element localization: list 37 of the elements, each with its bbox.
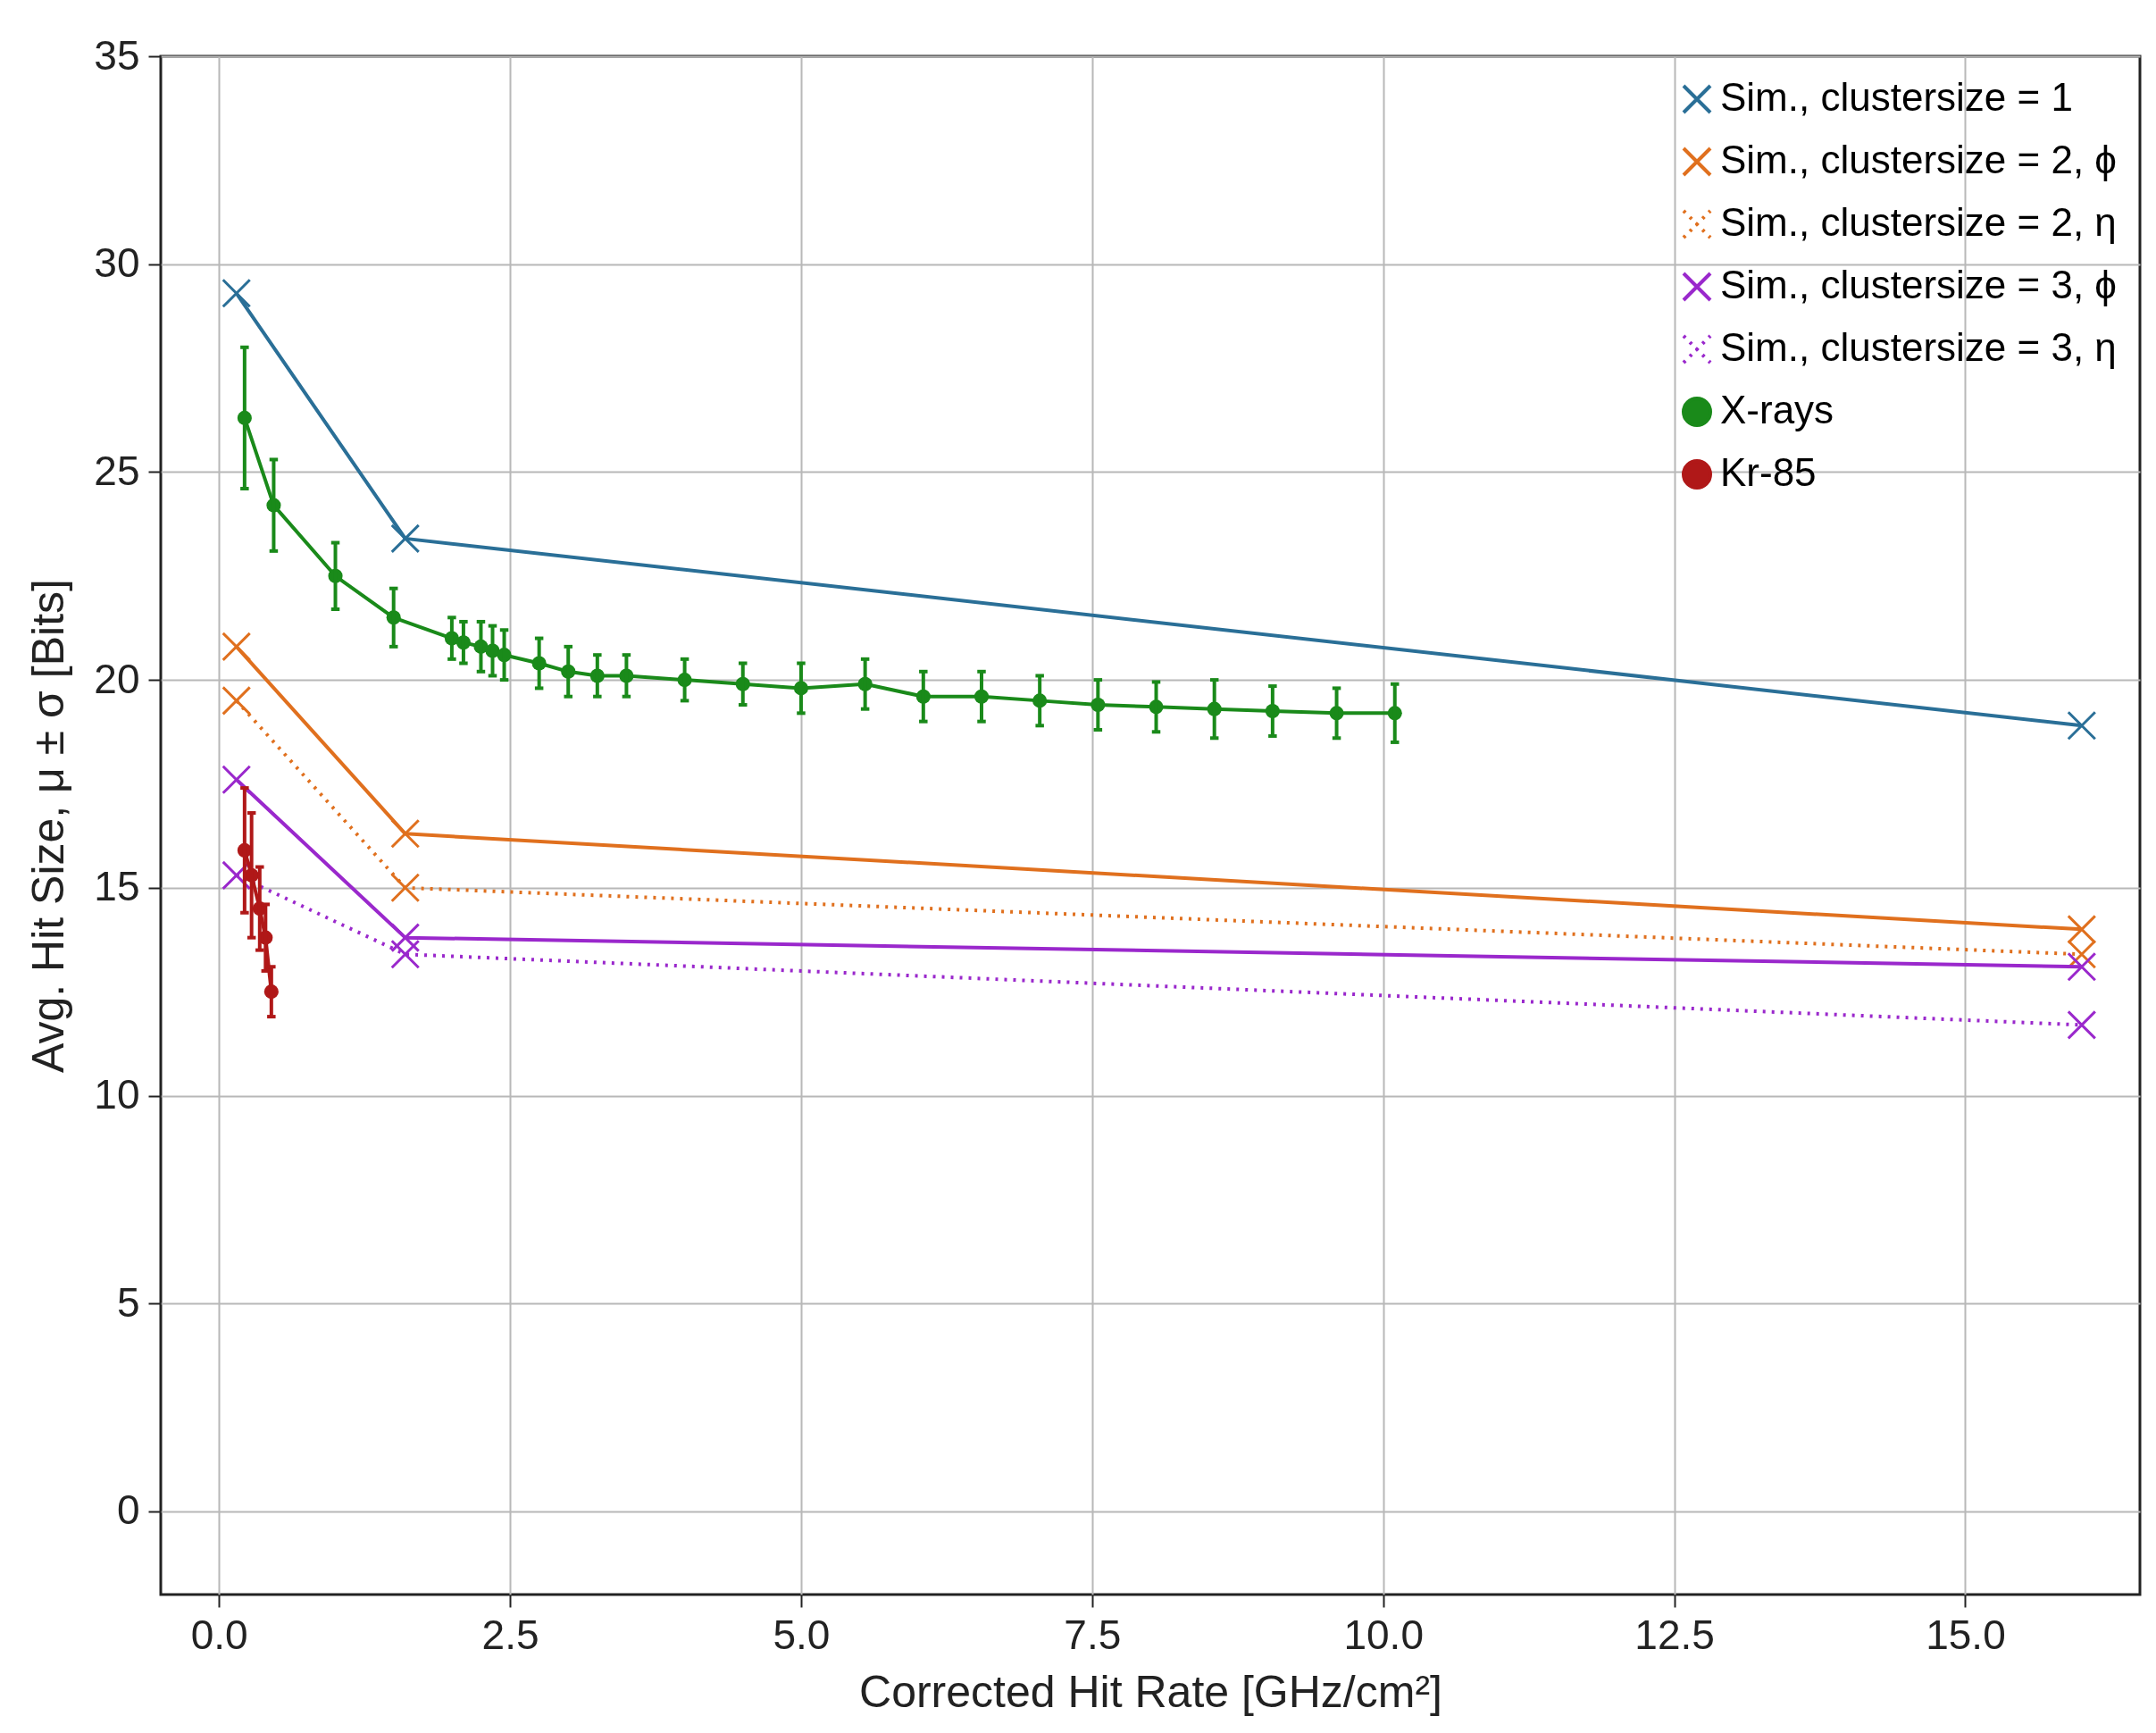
y-tick-label: 25 [94,447,140,494]
point [2067,914,2097,944]
point [221,765,252,795]
point [2067,710,2097,741]
x-tick-label: 0.0 [190,1611,248,1658]
point [221,278,252,308]
y-tick-label: 10 [94,1071,140,1118]
x-tick-label: 10.0 [1343,1611,1424,1658]
legend-label: Sim., clustersize = 3, ϕ [1720,263,2117,306]
x-tick-label: 12.5 [1634,1611,1715,1658]
y-axis-title: Avg. Hit Size, μ ± σ [Bits] [23,578,74,1074]
point [390,818,421,849]
y-tick-label: 5 [116,1278,140,1326]
y-tick-label: 20 [94,655,140,702]
point [2067,951,2097,982]
y-tick-label: 0 [116,1486,140,1534]
y-tick-label: 35 [94,31,140,79]
legend-label: Sim., clustersize = 1 [1720,75,2073,119]
legend-label: X-rays [1720,388,1834,431]
legend-label: Sim., clustersize = 3, η [1720,325,2117,369]
point [221,632,252,662]
legend-label: Kr-85 [1720,450,1817,494]
point [221,685,252,716]
point [2067,1009,2097,1040]
y-tick-label: 15 [94,863,140,910]
point [390,939,421,969]
point [390,873,421,903]
legend-label: Sim., clustersize = 2, ϕ [1720,138,2117,181]
x-tick-label: 15.0 [1926,1611,2006,1658]
point [390,923,421,953]
x-tick-label: 7.5 [1064,1611,1122,1658]
x-tick-label: 2.5 [481,1611,539,1658]
y-tick-label: 30 [94,239,140,287]
x-tick-label: 5.0 [773,1611,831,1658]
legend-label: Sim., clustersize = 2, η [1720,200,2117,244]
point [390,523,421,554]
x-axis-title: Corrected Hit Rate [GHz/cm²] [859,1666,1442,1717]
